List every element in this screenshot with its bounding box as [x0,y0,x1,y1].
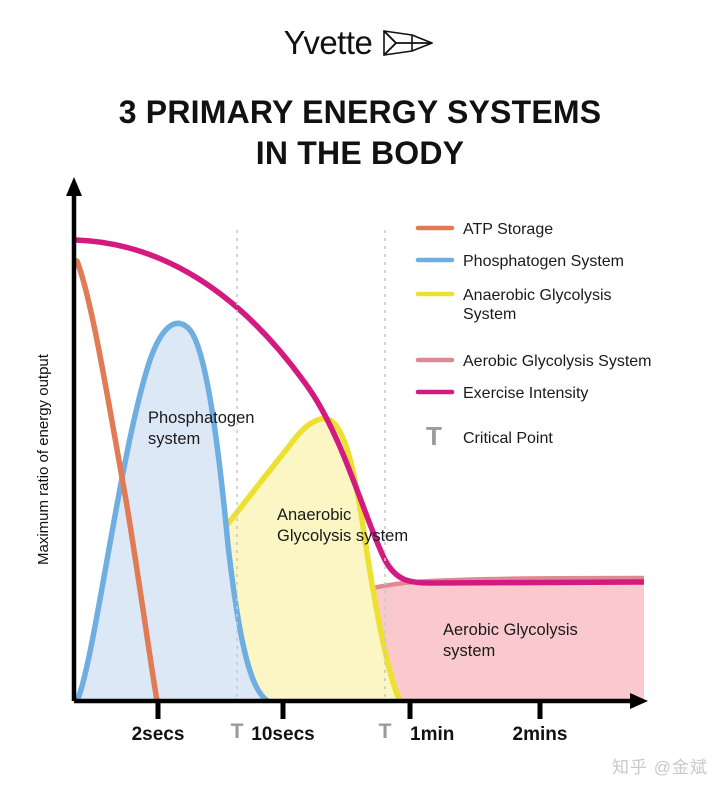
x-tick-label-2secs: 2secs [132,724,185,745]
legend-item-anaerobic-glycolysis-system[interactable]: Anaerobic Glycolysis System [415,287,612,323]
watermark: 知乎 @金斌 [612,758,708,777]
x-tick-label-1min: 1min [410,724,454,745]
x-axis-ticks [155,701,543,719]
legend-item-critical-point[interactable]: T Critical Point [426,421,553,451]
brand-logo: Yvette [0,26,720,59]
x-tick-label-2mins: 2mins [513,724,568,745]
legend-label-anaerobic-glycolysis-line1: Anaerobic Glycolysis [463,287,612,304]
critical-point-marker-1: T [231,720,244,743]
legend-item-atp-storage[interactable]: ATP Storage [415,221,553,238]
series-area-phosphatogen [74,320,271,701]
x-tick-label-10secs: 10secs [251,724,314,745]
legend-label-critical-point: Critical Point [463,430,553,447]
legend-swatch-critical-point-t-icon: T [426,421,442,451]
page-title-line2: IN THE BODY [255,134,465,171]
double-chevron-arrow-icon [382,27,436,59]
critical-point-marker-2: T [379,720,392,743]
y-axis-title: Maximum ratio of energy output [35,353,52,565]
legend-label-exercise-intensity: Exercise Intensity [463,385,588,402]
area-label-anaerobic-glycolysis: Anaerobic Glycolysis system [277,506,408,545]
legend-item-aerobic-glycolysis-system[interactable]: Aerobic Glycolysis System [415,353,652,370]
area-label-phosphatogen-line1: Phosphatogen [148,409,254,427]
legend-label-atp-storage: ATP Storage [463,221,553,238]
area-label-anaerobic-line1: Anaerobic [277,506,351,524]
y-axis-arrowhead [66,177,82,196]
brand-name: Yvette [283,24,373,61]
page-title: 3 PRIMARY ENERGY SYSTEMS IN THE BODY [0,92,720,174]
chart-legend: ATP Storage Phosphatogen System Anaerobi… [415,221,652,451]
legend-label-aerobic-glycolysis-system: Aerobic Glycolysis System [463,353,652,370]
legend-item-exercise-intensity[interactable]: Exercise Intensity [415,385,588,402]
area-label-aerobic-line1: Aerobic Glycolysis [443,621,578,639]
page-title-line1: 3 PRIMARY ENERGY SYSTEMS [118,94,602,130]
area-label-phosphatogen-line2: system [148,430,200,448]
legend-label-phosphatogen-system: Phosphatogen System [463,253,624,270]
area-label-aerobic-glycolysis: Aerobic Glycolysis system [443,621,578,660]
area-label-aerobic-line2: system [443,642,495,660]
legend-item-phosphatogen-system[interactable]: Phosphatogen System [415,253,624,270]
series-line-exercise-intensity [74,237,644,586]
area-label-anaerobic-line2: Glycolysis system [277,527,408,545]
series-line-atp-storage [74,258,160,701]
legend-label-anaerobic-glycolysis-line2: System [463,306,516,323]
area-label-phosphatogen: Phosphatogen system [148,409,254,448]
x-axis-arrowhead [630,693,648,709]
